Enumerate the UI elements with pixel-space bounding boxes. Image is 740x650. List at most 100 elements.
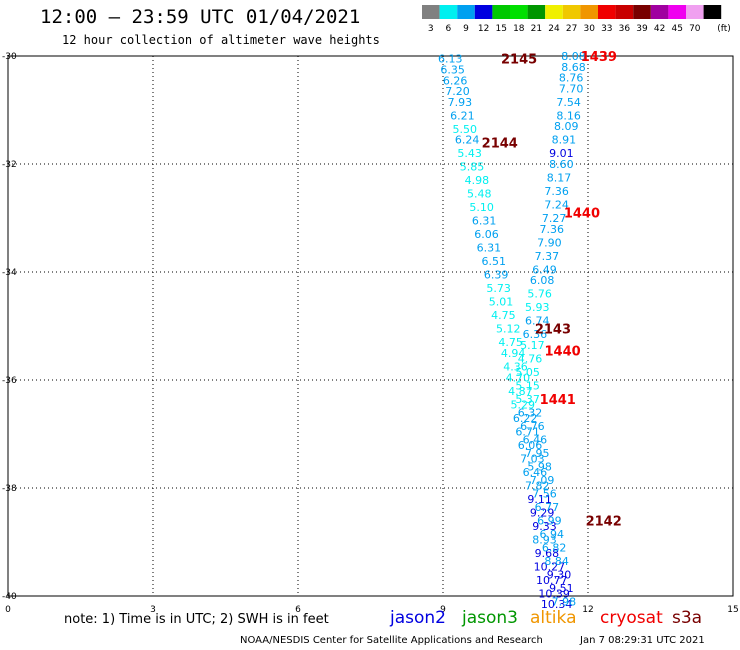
swh-point: 6.06 xyxy=(518,439,543,452)
chart-title: 12:00 — 23:59 UTC 01/04/2021 xyxy=(40,6,361,28)
legend-bin-label: 3 xyxy=(428,24,434,34)
color-legend: 3 6 9 12 15 18 21 24 27 30 33 36 39 42 45 70 (ft) xyxy=(422,5,731,34)
y-tick-label: -36 xyxy=(2,376,17,386)
satellite-name: jason3 xyxy=(462,608,518,628)
swh-point: 8.09 xyxy=(554,120,579,133)
swh-point: 9.68 xyxy=(535,547,560,560)
legend-unit: (ft) xyxy=(717,24,731,34)
swh-point: 6.32 xyxy=(518,406,543,419)
legend-bin-label: 24 xyxy=(548,24,560,34)
legend-swatch xyxy=(492,5,510,19)
swh-point: 7.70 xyxy=(559,82,584,95)
swh-point: 4.98 xyxy=(465,174,490,187)
timestamp-text: Jan 7 08:29:31 UTC 2021 xyxy=(580,635,705,646)
swh-point: 10.34 xyxy=(541,598,573,611)
swh-point: 10.39 xyxy=(538,587,570,600)
swh-point: 6.26 xyxy=(443,74,468,87)
swh-point: 7.36 xyxy=(544,185,569,198)
swh-point: 6.82 xyxy=(542,541,567,554)
legend-swatch xyxy=(650,5,669,19)
legend-bin-label: 36 xyxy=(619,24,631,34)
swh-point: 5.05 xyxy=(515,366,540,379)
swh-point: 6.13 xyxy=(438,53,463,66)
swh-point: 4.75 xyxy=(498,336,523,349)
legend-swatch xyxy=(668,5,686,19)
legend-swatch xyxy=(633,5,651,19)
swh-point: 9.51 xyxy=(549,582,574,595)
legend-bin-label: 21 xyxy=(531,24,542,34)
swh-point: 5.10 xyxy=(469,201,494,214)
x-tick-label: 3 xyxy=(150,605,156,615)
satellite-name: s3a xyxy=(672,608,703,628)
x-tick-label: 15 xyxy=(727,605,738,615)
legend-swatch xyxy=(439,5,458,19)
swh-point: 6.24 xyxy=(455,134,480,147)
swh-point: 6.21 xyxy=(450,109,475,122)
legend-swatch xyxy=(703,5,722,19)
swh-point: 6.77 xyxy=(535,501,560,514)
legend-swatch xyxy=(598,5,616,19)
swh-point: 6.06 xyxy=(474,228,499,241)
y-tick-label: -38 xyxy=(2,484,17,494)
track-label: 1439 xyxy=(581,50,617,65)
swh-point: 6.36 xyxy=(523,328,548,341)
legend-swatch xyxy=(457,5,475,19)
swh-point: 8.84 xyxy=(544,555,569,568)
swh-point: 9.11 xyxy=(527,493,552,506)
satellite-name: altika xyxy=(530,608,577,628)
track-labels: 2145 1439 2144 1440 2143 1440 1441 2142 xyxy=(482,50,622,529)
x-tick-label: 12 xyxy=(582,605,593,615)
swh-point: 6.39 xyxy=(484,269,509,282)
swh-point: 8.17 xyxy=(547,172,572,185)
swh-point: 9.29 xyxy=(530,506,555,519)
swh-point: 10.27 xyxy=(534,560,566,573)
legend-swatch xyxy=(562,5,581,19)
swh-point: 5.01 xyxy=(489,296,514,309)
legend-bin-label: 45 xyxy=(671,24,682,34)
legend-bin-label: 33 xyxy=(601,24,612,34)
legend-bin-label: 9 xyxy=(463,24,469,34)
y-tick-label: -40 xyxy=(2,592,17,602)
swh-point: 7.90 xyxy=(537,236,562,249)
track-label: 1440 xyxy=(564,207,600,222)
swh-point: 5.29 xyxy=(511,398,536,411)
swh-point: 4.70 xyxy=(506,371,531,384)
legend-bin-label: 18 xyxy=(513,24,525,34)
swh-point: 5.12 xyxy=(496,323,521,336)
swh-point: 5.15 xyxy=(515,379,540,392)
swh-point: 5.98 xyxy=(527,460,552,473)
x-tick-label: 6 xyxy=(295,605,301,615)
swh-point: 6.49 xyxy=(532,263,557,276)
swh-point: 6.74 xyxy=(525,315,550,328)
legend-swatch xyxy=(615,5,634,19)
swh-point: 6.08 xyxy=(530,274,555,287)
swh-point: 6.76 xyxy=(520,420,545,433)
swh-point: 8.91 xyxy=(552,134,577,147)
legend-swatch xyxy=(580,5,598,19)
swh-point: 5.43 xyxy=(457,147,482,160)
swh-point: 9.33 xyxy=(532,520,557,533)
y-tick-label: -30 xyxy=(2,52,17,62)
x-tick-label: 0 xyxy=(5,605,11,615)
y-tick-label: -34 xyxy=(2,268,17,278)
swh-point: 6.94 xyxy=(540,528,565,541)
swh-point: 6.46 xyxy=(523,433,548,446)
track-label: 1440 xyxy=(545,344,581,359)
legend-bin-label: 12 xyxy=(478,24,489,34)
swh-point: 8.93 xyxy=(532,533,557,546)
swh-point: 6.31 xyxy=(472,215,497,228)
satellite-name: cryosat xyxy=(600,608,663,628)
grid-lines xyxy=(8,56,733,596)
x-tick-label: 9 xyxy=(440,605,446,615)
legend-swatch xyxy=(686,5,704,19)
track-label: 1441 xyxy=(540,393,576,408)
legend-swatch xyxy=(527,5,546,19)
swh-point: 6.46 xyxy=(523,466,548,479)
legend-bin-label: 6 xyxy=(446,24,452,34)
swh-point: 9.30 xyxy=(547,568,572,581)
swh-point: 7.36 xyxy=(540,223,565,236)
legend-bin-label: 27 xyxy=(566,24,577,34)
swh-point: 4.36 xyxy=(503,361,528,374)
y-tick-label: -32 xyxy=(2,160,17,170)
swh-point: 4.94 xyxy=(501,347,526,360)
